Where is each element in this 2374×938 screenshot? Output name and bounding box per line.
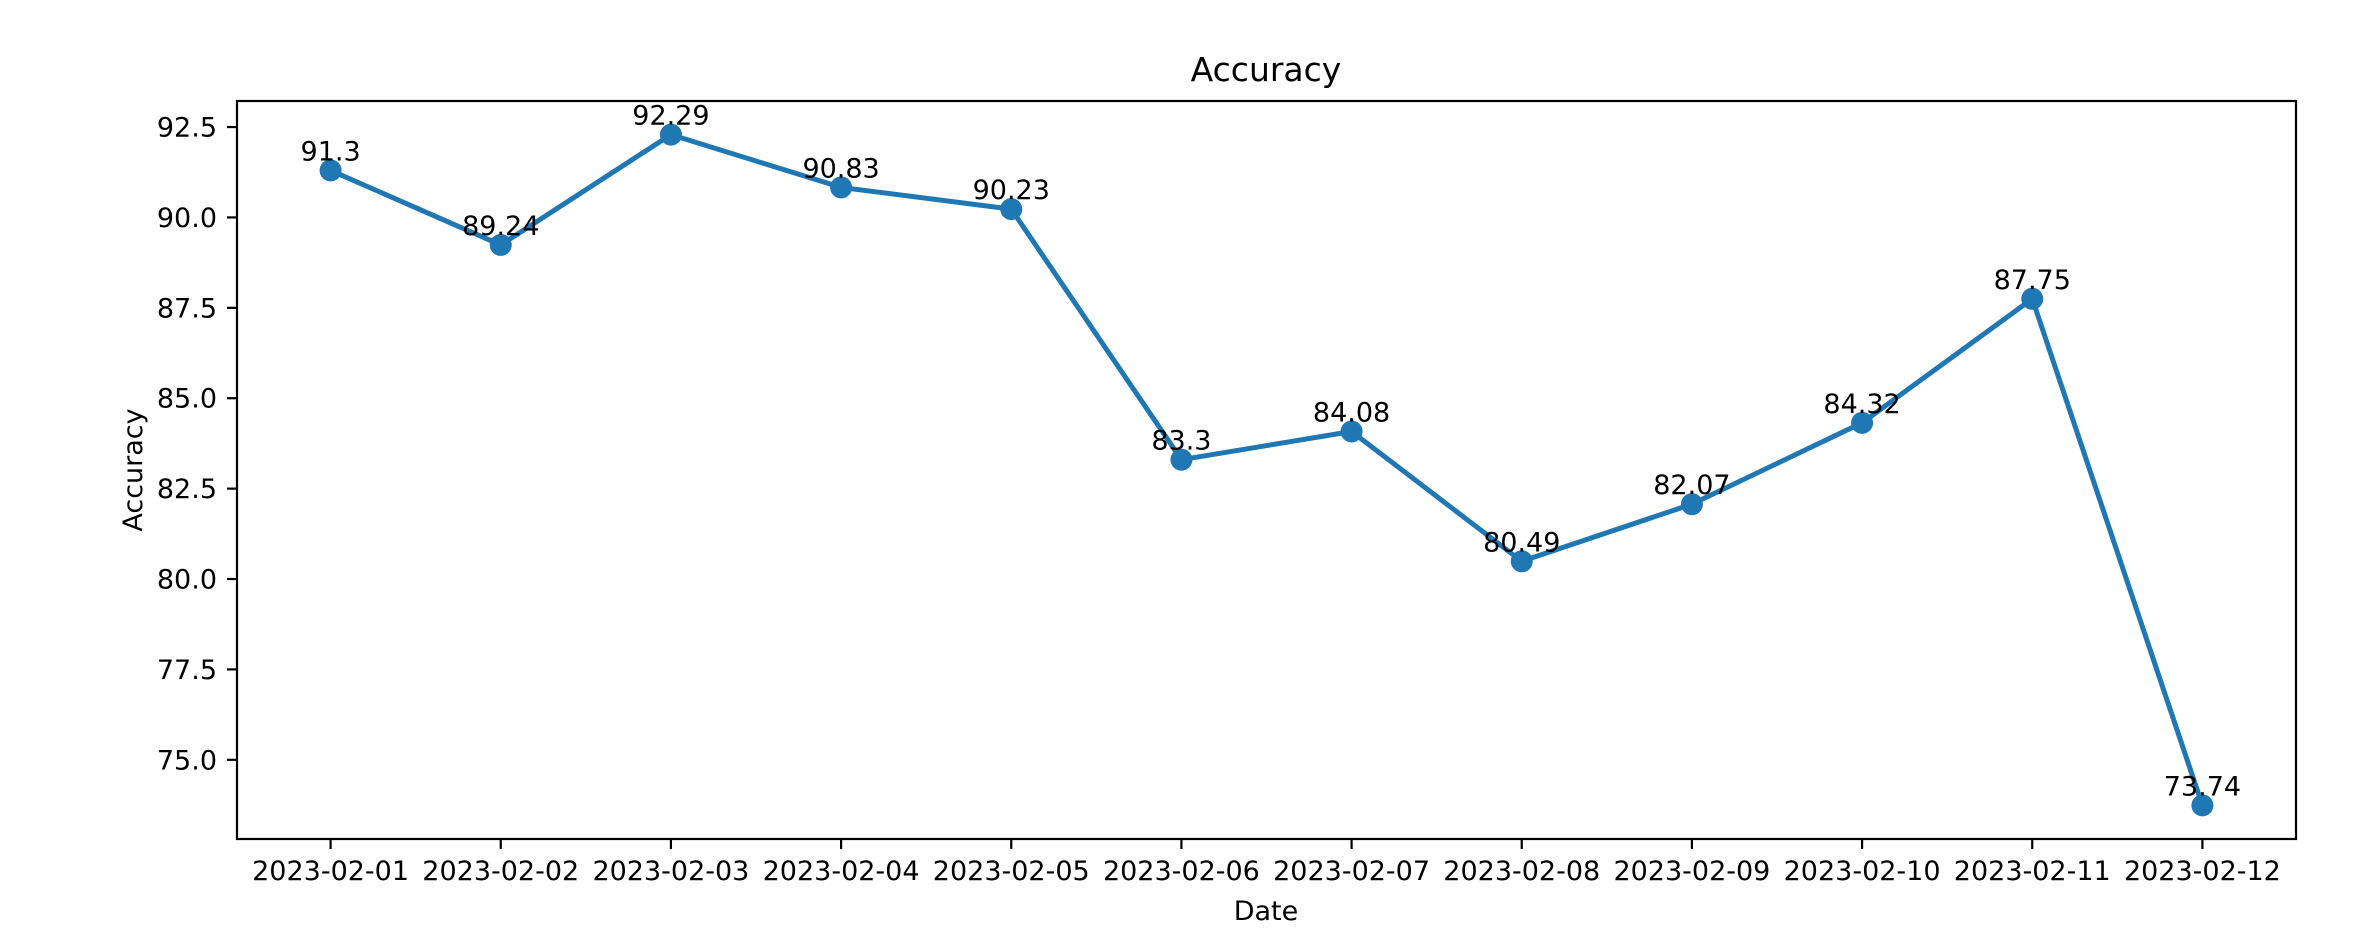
y-tick-label: 90.0 bbox=[157, 203, 217, 234]
y-tick-label: 75.0 bbox=[157, 745, 217, 776]
y-tick-label: 87.5 bbox=[157, 293, 217, 324]
data-point bbox=[319, 159, 342, 182]
x-tick-label: 2023-02-12 bbox=[2124, 856, 2281, 887]
plot-border bbox=[235, 99, 2298, 841]
data-point bbox=[2191, 794, 2214, 817]
data-point-label: 91.3 bbox=[301, 136, 361, 167]
data-point-label: 84.32 bbox=[1823, 389, 1900, 420]
x-tick-label: 2023-02-02 bbox=[422, 856, 579, 887]
x-tick-label: 2023-02-10 bbox=[1784, 856, 1941, 887]
x-tick-label: 2023-02-08 bbox=[1443, 856, 1600, 887]
y-tick-label: 80.0 bbox=[157, 565, 217, 596]
y-tick-label: 82.5 bbox=[157, 474, 217, 505]
data-point bbox=[1170, 448, 1193, 471]
data-point-label: 87.75 bbox=[1994, 265, 2071, 296]
data-point-label: 82.07 bbox=[1653, 470, 1730, 501]
data-point bbox=[1680, 493, 1703, 516]
x-tick-label: 2023-02-11 bbox=[1954, 856, 2111, 887]
data-line bbox=[328, 132, 2205, 808]
data-point bbox=[659, 123, 682, 146]
data-point-label: 92.29 bbox=[632, 101, 709, 132]
x-tick-label: 2023-02-09 bbox=[1613, 856, 1770, 887]
data-point-label: 84.08 bbox=[1313, 397, 1390, 428]
x-tick-label: 2023-02-03 bbox=[592, 856, 749, 887]
x-tick-label: 2023-02-01 bbox=[252, 856, 409, 887]
x-tick-label: 2023-02-05 bbox=[933, 856, 1090, 887]
data-point bbox=[2021, 287, 2044, 310]
data-point-label: 90.83 bbox=[802, 153, 879, 184]
data-point bbox=[1000, 198, 1023, 221]
x-axis-label: Date bbox=[1234, 896, 1299, 927]
data-point-label: 83.3 bbox=[1151, 426, 1211, 457]
x-tick-label: 2023-02-07 bbox=[1273, 856, 1430, 887]
data-point bbox=[830, 176, 853, 199]
x-tick-label: 2023-02-04 bbox=[763, 856, 920, 887]
y-tick-label: 85.0 bbox=[157, 384, 217, 415]
y-axis-label: Accuracy bbox=[118, 408, 149, 531]
data-point bbox=[1851, 411, 1874, 434]
data-point bbox=[489, 233, 512, 256]
y-tick-label: 92.5 bbox=[157, 113, 217, 144]
data-point-label: 89.24 bbox=[462, 211, 539, 242]
data-point-label: 90.23 bbox=[973, 175, 1050, 206]
data-point bbox=[1340, 420, 1363, 443]
y-tick-label: 77.5 bbox=[157, 655, 217, 686]
x-tick-label: 2023-02-06 bbox=[1103, 856, 1260, 887]
data-point-label: 80.49 bbox=[1483, 527, 1560, 558]
data-point-label: 73.74 bbox=[2164, 771, 2241, 802]
chart-title: Accuracy bbox=[1191, 50, 1342, 89]
data-point bbox=[1510, 550, 1533, 573]
